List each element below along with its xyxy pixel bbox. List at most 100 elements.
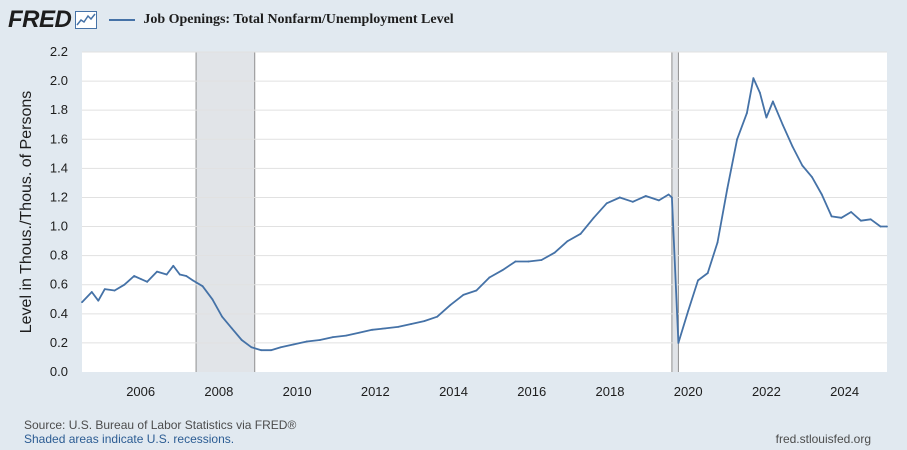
data-point <box>860 219 862 222</box>
y-tick-label: 1.2 <box>50 189 68 204</box>
series-points <box>81 77 888 352</box>
data-point <box>736 138 738 141</box>
data-point <box>191 279 194 282</box>
data-point <box>553 251 556 254</box>
x-tick-label: 2016 <box>517 384 546 399</box>
data-point <box>133 275 136 277</box>
x-tick-label: 2022 <box>752 384 781 399</box>
data-point <box>697 279 699 282</box>
data-point <box>527 260 530 263</box>
x-axis-ticks: 2006 2008 2010 2012 2014 2016 2018 2020 2022 2024 <box>126 384 859 399</box>
data-point <box>475 289 478 292</box>
data-point <box>726 187 729 190</box>
data-point <box>830 215 833 218</box>
data-point <box>221 315 224 318</box>
data-point <box>765 116 768 119</box>
data-point <box>165 273 168 276</box>
fred-logo[interactable]: FRED <box>8 6 72 33</box>
legend-swatch <box>109 19 136 21</box>
data-point <box>270 349 272 352</box>
data-point <box>811 176 813 178</box>
data-point <box>397 326 400 328</box>
data-point <box>706 272 709 274</box>
data-point <box>345 334 347 337</box>
data-point <box>879 225 882 228</box>
data-point <box>752 77 755 80</box>
data-point <box>716 241 719 244</box>
chart-header: FRED Job Openings: Total Nonfarm/Unemplo… <box>8 4 454 36</box>
data-point <box>501 269 504 272</box>
y-tick-label: 1.6 <box>50 131 68 146</box>
data-point <box>772 100 774 103</box>
y-tick-label: 1.0 <box>50 219 68 234</box>
data-point <box>514 260 517 263</box>
data-point <box>178 273 181 276</box>
x-tick-label: 2018 <box>596 384 625 399</box>
data-point <box>592 216 595 219</box>
data-point <box>211 298 214 301</box>
data-point <box>201 285 204 288</box>
data-point <box>644 195 647 197</box>
data-point <box>618 196 621 199</box>
data-point <box>462 294 465 296</box>
data-point <box>791 145 794 148</box>
recession-shading <box>195 52 679 372</box>
recession-band-0 <box>196 52 255 372</box>
data-point <box>250 346 253 349</box>
data-point <box>869 218 872 221</box>
footer-source: Source: U.S. Bureau of Labor Statistics … <box>24 418 297 432</box>
data-point <box>677 342 680 344</box>
data-point <box>113 289 116 292</box>
x-tick-label: 2010 <box>283 384 312 399</box>
data-point <box>305 340 308 343</box>
y-axis-label: Level in Thous./Thous. of Persons <box>18 91 35 334</box>
y-tick-label: 0.0 <box>50 364 68 379</box>
data-point <box>139 278 142 280</box>
y-tick-label: 2.0 <box>50 73 68 88</box>
data-point <box>820 193 823 196</box>
data-point <box>231 327 233 330</box>
footer-url[interactable]: fred.stlouisfed.org <box>775 432 871 446</box>
data-point <box>172 264 175 267</box>
data-point <box>156 270 158 273</box>
data-point <box>410 323 413 325</box>
grid <box>82 51 887 344</box>
data-point <box>657 199 660 202</box>
x-tick-label: 2012 <box>361 384 390 399</box>
data-point <box>332 336 334 338</box>
data-point <box>579 232 582 235</box>
x-tick-label: 2008 <box>204 384 233 399</box>
data-point <box>384 327 386 330</box>
data-point <box>436 315 439 318</box>
data-point <box>292 343 295 346</box>
line-chart-icon <box>75 11 98 29</box>
y-tick-label: 2.2 <box>50 44 68 59</box>
data-point <box>687 310 690 312</box>
y-tick-label: 0.8 <box>50 248 68 263</box>
x-tick-label: 2014 <box>439 384 468 399</box>
data-point <box>801 164 804 167</box>
y-tick-label: 1.4 <box>50 160 68 175</box>
chart-legend: Job Openings: Total Nonfarm/Unemployment… <box>109 12 454 28</box>
data-point <box>358 331 360 334</box>
y-tick-label: 1.8 <box>50 102 68 117</box>
data-point <box>566 240 569 242</box>
data-point <box>240 339 243 341</box>
recession-band-1 <box>671 52 679 372</box>
data-point <box>103 288 106 290</box>
y-tick-label: 0.2 <box>50 335 68 350</box>
data-point <box>185 275 188 277</box>
data-point <box>631 200 634 203</box>
data-point <box>423 320 426 322</box>
data-point <box>146 280 149 283</box>
y-tick-label: 0.6 <box>50 277 68 292</box>
y-tick-label: 0.4 <box>50 306 68 321</box>
data-point <box>758 91 761 94</box>
data-point <box>605 202 608 205</box>
data-point <box>371 328 373 331</box>
x-tick-label: 2024 <box>830 384 859 399</box>
legend-series-name: Job Openings: Total Nonfarm/Unemployment… <box>143 12 454 27</box>
data-point <box>488 276 491 279</box>
data-point <box>319 339 321 341</box>
data-point <box>745 112 748 114</box>
